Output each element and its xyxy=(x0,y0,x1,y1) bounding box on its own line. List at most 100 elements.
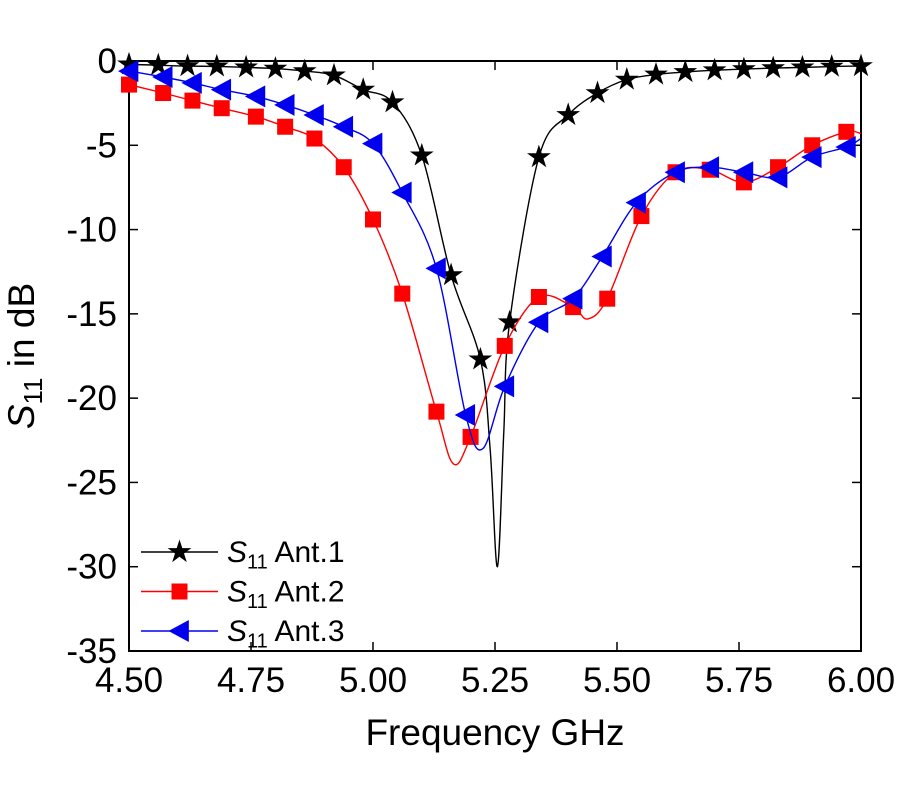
star-marker xyxy=(497,309,522,333)
series-markers-ant3 xyxy=(118,60,856,426)
square-marker xyxy=(838,123,855,140)
triangle-left-marker xyxy=(732,161,754,184)
triangle-left-marker xyxy=(181,71,202,94)
triangle-left-marker xyxy=(493,375,515,398)
triangle-left-marker xyxy=(152,66,173,89)
triangle-left-marker xyxy=(274,93,295,116)
triangle-left-marker xyxy=(591,245,612,268)
x-tick-label: 4.50 xyxy=(95,661,163,700)
star-marker xyxy=(146,52,171,76)
y-tick-label: -35 xyxy=(66,632,117,671)
triangle-left-marker xyxy=(118,60,139,83)
triangle-left-marker xyxy=(454,404,476,426)
series-ant1 xyxy=(117,51,873,568)
triangle-left-marker xyxy=(391,181,412,204)
square-marker xyxy=(530,289,547,305)
star-marker xyxy=(322,62,346,86)
x-axis-label: Frequency GHz xyxy=(365,712,624,753)
y-tick-label: -30 xyxy=(66,548,117,587)
triangle-left-marker xyxy=(562,287,583,310)
square-marker xyxy=(335,159,352,176)
square-marker xyxy=(184,92,201,109)
legend-item-ant3: S11 Ant.3 xyxy=(141,615,345,653)
star-marker xyxy=(585,80,610,104)
legend-item-ant2: S11 Ant.2 xyxy=(141,576,345,614)
series-line-ant3 xyxy=(129,70,861,451)
star-marker xyxy=(644,62,668,85)
triangle-left-marker xyxy=(210,78,232,101)
triangle-left-marker xyxy=(801,146,822,169)
square-marker xyxy=(306,130,323,147)
triangle-left-marker xyxy=(332,115,354,138)
square-marker xyxy=(428,403,445,420)
legend-label-ant1: S11 Ant.1 xyxy=(227,536,345,574)
star-marker xyxy=(819,54,844,77)
star-marker xyxy=(263,56,288,79)
square-marker xyxy=(599,290,616,307)
star-marker xyxy=(380,89,405,113)
x-tick-label: 4.75 xyxy=(217,661,285,700)
triangle-left-marker xyxy=(244,85,266,108)
x-tick-label: 5.00 xyxy=(339,661,407,700)
star-marker xyxy=(527,144,551,168)
y-axis-label: S11 in dB xyxy=(1,283,48,429)
square-marker xyxy=(247,108,264,125)
y-tick-label: 0 xyxy=(98,42,117,81)
x-tick-label: 5.25 xyxy=(461,661,529,700)
triangle-left-marker xyxy=(362,132,383,155)
square-marker xyxy=(496,337,513,354)
star-marker xyxy=(439,262,463,286)
y-tick-label: -25 xyxy=(66,463,117,502)
series-markers-ant1 xyxy=(117,51,873,370)
star-marker xyxy=(167,539,192,563)
triangle-left-marker xyxy=(767,166,788,189)
triangle-left-marker xyxy=(664,161,685,184)
square-marker xyxy=(171,583,188,600)
square-marker xyxy=(365,211,381,228)
star-marker xyxy=(351,77,376,100)
x-tick-label: 6.00 xyxy=(827,661,895,700)
series-line-ant1 xyxy=(129,63,861,568)
triangle-left-marker xyxy=(698,156,720,179)
star-marker xyxy=(761,55,785,79)
star-marker xyxy=(790,54,815,78)
x-tick-label: 5.50 xyxy=(583,661,651,700)
legend-label-ant3: S11 Ant.3 xyxy=(227,615,345,653)
star-marker xyxy=(409,142,434,166)
star-marker xyxy=(175,53,200,77)
star-marker xyxy=(292,58,317,82)
square-marker xyxy=(462,428,479,445)
square-marker xyxy=(155,85,172,102)
star-marker xyxy=(234,54,258,78)
star-marker xyxy=(849,53,873,77)
triangle-left-marker xyxy=(625,191,646,214)
series-ant3 xyxy=(118,60,861,451)
square-marker xyxy=(121,76,137,93)
triangle-left-marker xyxy=(425,257,446,280)
y-tick-label: -15 xyxy=(66,295,117,334)
legend-label-ant2: S11 Ant.2 xyxy=(227,576,345,614)
star-marker xyxy=(732,56,756,80)
y-tick-label: -10 xyxy=(66,211,117,250)
triangle-left-marker xyxy=(303,103,324,126)
triangle-left-marker xyxy=(168,620,189,642)
star-marker xyxy=(205,53,229,77)
square-marker xyxy=(277,118,294,135)
star-marker xyxy=(468,346,493,370)
star-marker xyxy=(614,67,639,90)
star-marker xyxy=(673,59,698,83)
series-line-ant2 xyxy=(129,83,861,466)
y-tick-label: -5 xyxy=(86,126,117,165)
tick-labels: 4.50 4.75 5.00 5.25 5.50 5.75 6.00 0 -5 -10 -15 -20… xyxy=(66,42,895,700)
square-marker xyxy=(394,285,411,302)
y-tick-label: -20 xyxy=(66,379,117,418)
series-ant2 xyxy=(121,76,861,466)
triangle-left-marker xyxy=(527,311,549,334)
square-marker xyxy=(213,100,230,117)
star-marker xyxy=(556,102,581,126)
star-marker xyxy=(702,57,727,81)
star-marker xyxy=(117,51,141,75)
